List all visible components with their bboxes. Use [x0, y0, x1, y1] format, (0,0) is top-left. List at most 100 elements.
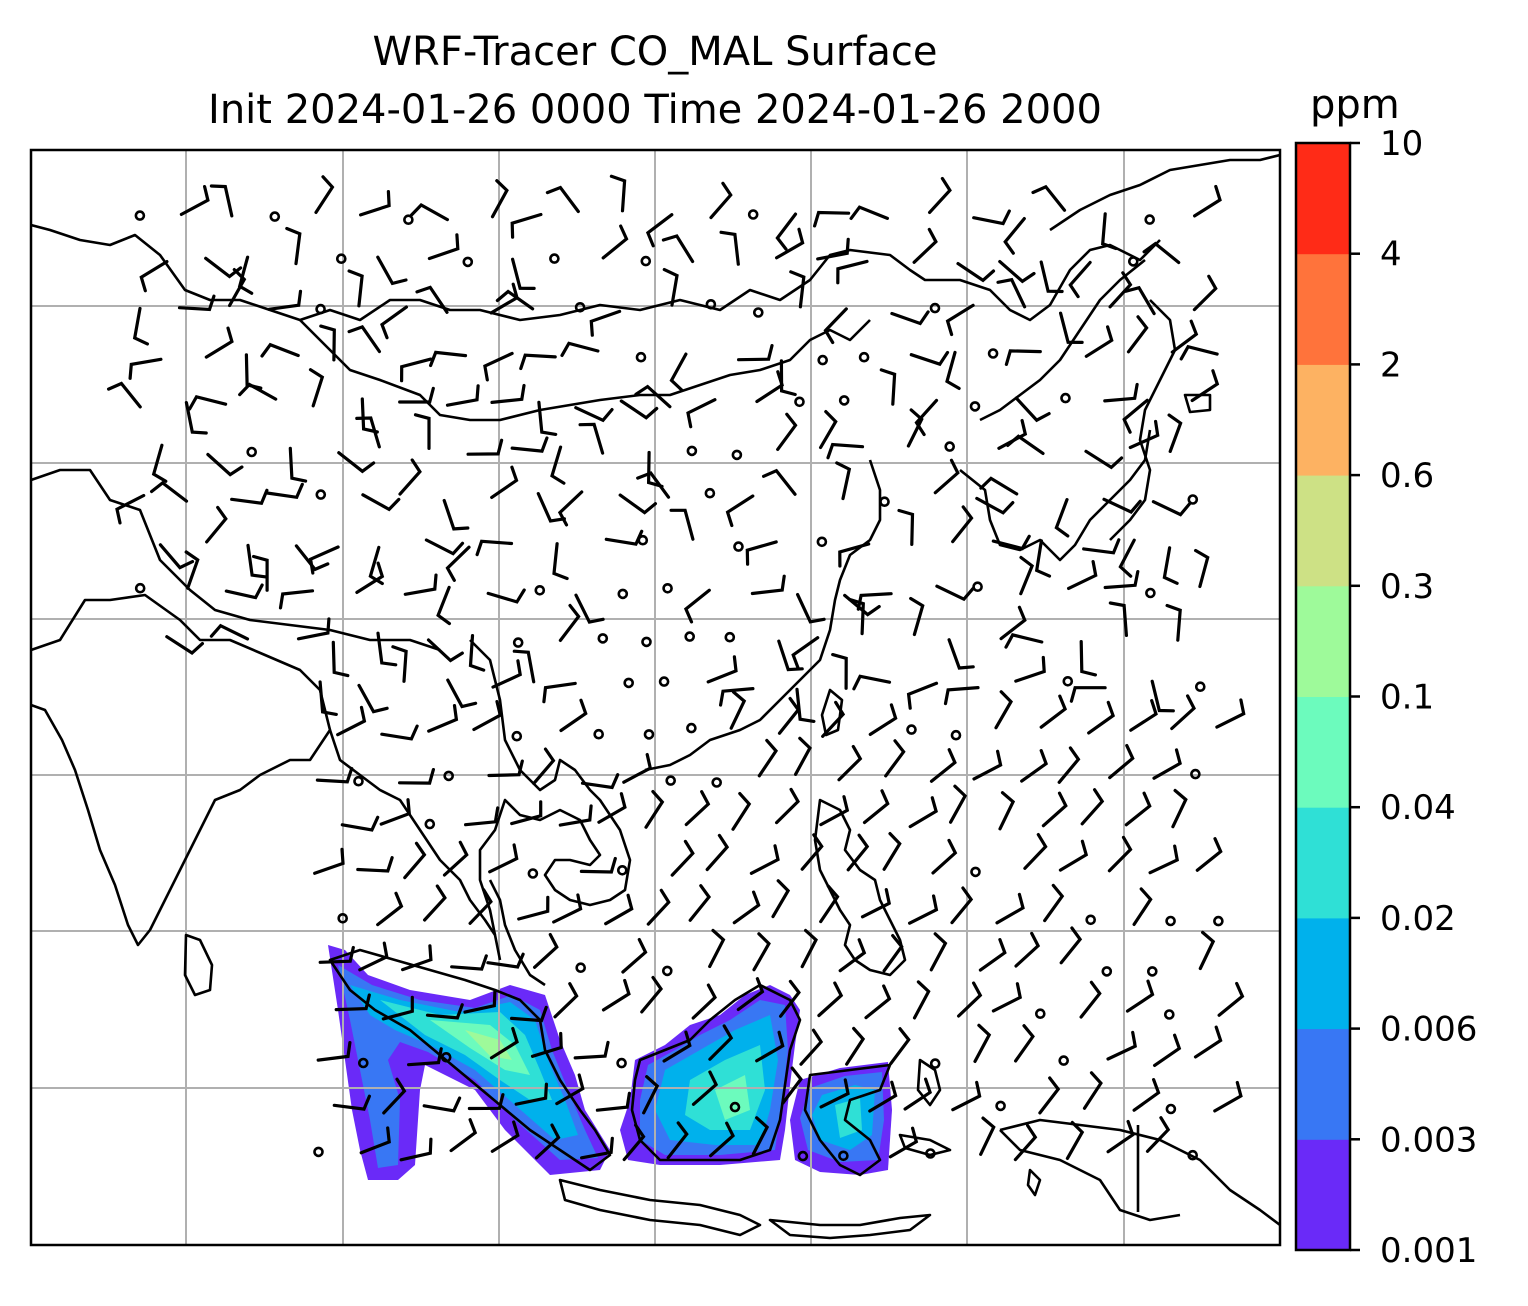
colorbar-segment [1296, 917, 1350, 1030]
wind-barb [777, 696, 801, 735]
wind-barb [340, 815, 380, 832]
wind-barb [669, 508, 695, 541]
wind-barb [442, 840, 469, 877]
wind-barb [1194, 548, 1210, 589]
wind-barb [862, 789, 890, 825]
wind-barb [943, 686, 980, 706]
wind-barb [640, 975, 664, 1014]
wind-barb [489, 1026, 519, 1060]
calm-wind-marker [637, 534, 649, 546]
wind-barb [495, 289, 535, 311]
wind-barb [975, 496, 1015, 515]
wind-barb [931, 838, 958, 875]
wind-barb [604, 893, 634, 926]
wind-barb [206, 452, 244, 477]
wind-barb [708, 1024, 734, 1061]
wind-barb [380, 305, 408, 340]
wind-barb [1102, 497, 1142, 514]
wind-barb [165, 635, 204, 656]
calm-wind-marker [269, 211, 281, 222]
wind-barb [347, 269, 364, 308]
wind-barb [890, 310, 930, 326]
calm-wind-marker [575, 962, 587, 974]
wind-barb [852, 674, 892, 691]
wind-barb [688, 884, 712, 922]
wind-barb [260, 342, 300, 358]
calm-wind-marker [335, 253, 347, 265]
wind-barb [553, 982, 579, 1019]
wind-barb [409, 203, 449, 222]
wind-barb [831, 653, 848, 690]
wind-barb [427, 233, 460, 261]
wind-barb [996, 277, 1027, 309]
wind-barb [868, 703, 898, 736]
wind-barb [856, 592, 893, 611]
calm-wind-marker [969, 401, 981, 412]
wind-barb [597, 792, 627, 824]
wind-barb [552, 893, 583, 924]
calm-wind-marker [443, 770, 455, 782]
wind-barb [519, 353, 557, 371]
wind-barb [903, 1077, 933, 1111]
wind-barb [800, 928, 818, 969]
wind-barb [574, 593, 605, 624]
wind-barb [510, 436, 549, 453]
calm-wind-marker [597, 633, 609, 644]
wind-barb [1171, 788, 1188, 829]
wind-barb [337, 451, 376, 474]
wind-barb [361, 493, 401, 512]
wind-barb [731, 792, 752, 831]
wind-barb [246, 543, 268, 579]
calm-wind-marker [987, 348, 999, 359]
wind-barb [1124, 791, 1152, 827]
wind-barb [929, 748, 957, 783]
wind-barb [795, 687, 816, 723]
wind-barb [998, 791, 1016, 831]
wind-barb [912, 227, 938, 264]
wind-barb [158, 543, 195, 570]
wind-barb [445, 545, 471, 582]
colorbar-tick-label: 0.04 [1380, 788, 1456, 828]
wind-barb [357, 683, 389, 714]
calm-wind-marker [527, 868, 539, 879]
wind-barb [1132, 1078, 1161, 1112]
wind-barb [662, 268, 679, 307]
wind-barb [908, 796, 938, 829]
wind-barb [468, 634, 486, 672]
map-title-line-1: WRF-Tracer CO_MAL Surface [372, 29, 938, 75]
wind-barb [1103, 570, 1140, 590]
wind-barb [559, 698, 588, 733]
wind-barb [511, 257, 536, 290]
wind-barb [683, 588, 711, 624]
wind-barb [407, 1047, 443, 1067]
wind-barb [821, 700, 846, 738]
wind-barb [933, 458, 960, 495]
wind-barb [530, 1031, 563, 1058]
wind-barb [463, 990, 497, 1014]
coastlines [31, 153, 1280, 1240]
wind-barb [879, 368, 897, 406]
wind-barb [558, 603, 581, 642]
wind-barb [950, 886, 974, 925]
wind-barb [209, 623, 250, 641]
wind-barb [1148, 844, 1179, 875]
wind-barb [150, 480, 189, 503]
wind-barb [719, 230, 740, 266]
wind-barb [398, 768, 435, 785]
wind-barb [684, 790, 711, 827]
calm-wind-marker [661, 965, 673, 977]
calm-wind-marker [1144, 214, 1155, 225]
wind-barb [490, 1120, 520, 1153]
colorbar-segment [1296, 1139, 1350, 1251]
calm-wind-marker [1062, 675, 1074, 687]
wind-barb [779, 359, 797, 397]
wind-barb [1084, 325, 1114, 358]
wind-barb [864, 984, 892, 1020]
wind-barb [380, 724, 419, 741]
wind-barb [705, 833, 730, 872]
calm-wind-marker [838, 395, 850, 406]
calm-wind-marker [906, 724, 917, 735]
wind-barb [483, 351, 514, 382]
wind-barb [1034, 539, 1052, 578]
